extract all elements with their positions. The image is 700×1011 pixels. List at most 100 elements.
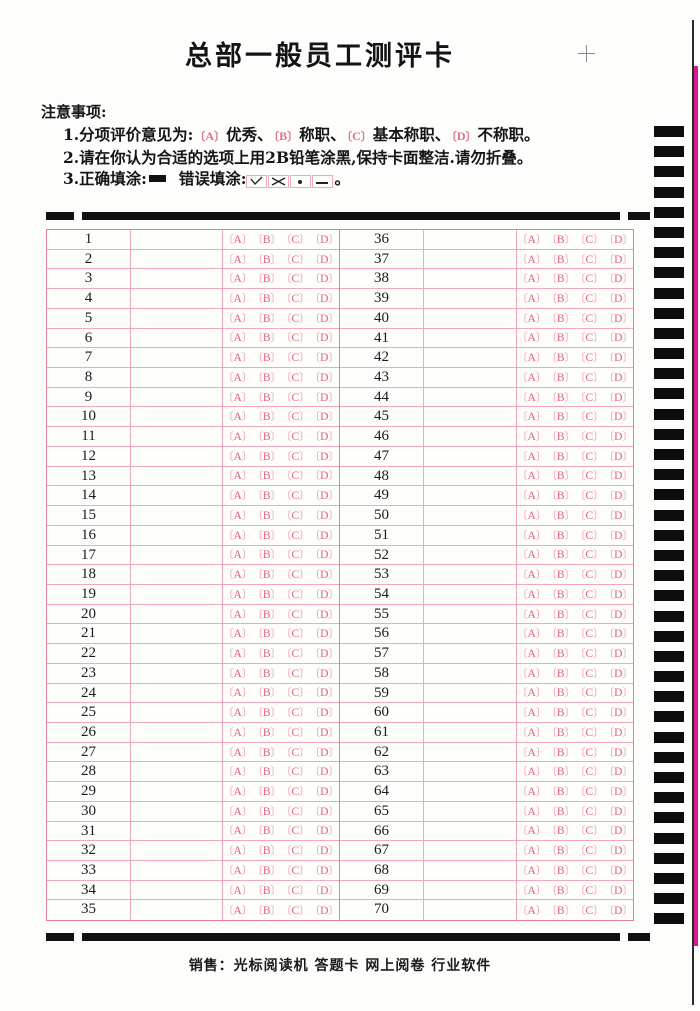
option-bubble-b[interactable]: 〔B〕	[252, 904, 281, 917]
option-bubble-b[interactable]: 〔B〕	[252, 667, 281, 680]
option-bubble-b[interactable]: 〔B〕	[546, 509, 575, 522]
option-bubble-b[interactable]: 〔B〕	[252, 470, 281, 483]
option-bubble-a[interactable]: 〔A〕	[517, 371, 547, 384]
answer-row[interactable]: 31 〔A〕 〔B〕 〔C〕 〔D〕	[47, 821, 339, 842]
option-bubble-a[interactable]: 〔A〕	[223, 785, 253, 798]
answer-row[interactable]: 57 〔A〕 〔B〕 〔C〕 〔D〕	[340, 644, 633, 664]
write-in-cell[interactable]	[131, 722, 223, 742]
option-bubble-b[interactable]: 〔B〕	[252, 805, 281, 818]
option-bubble-d[interactable]: 〔D〕	[309, 549, 339, 562]
option-bubble-d[interactable]: 〔D〕	[603, 293, 633, 306]
option-bubble-a[interactable]: 〔A〕	[223, 884, 253, 897]
option-bubble-c[interactable]: 〔C〕	[574, 864, 604, 877]
answer-row[interactable]: 69 〔A〕 〔B〕 〔C〕 〔D〕	[340, 880, 633, 901]
answer-row[interactable]: 22 〔A〕 〔B〕 〔C〕 〔D〕	[47, 644, 339, 664]
write-in-cell[interactable]	[424, 506, 517, 525]
option-bubble-c[interactable]: 〔C〕	[280, 312, 310, 325]
option-bubble-d[interactable]: 〔D〕	[309, 884, 339, 897]
option-bubble-b[interactable]: 〔B〕	[546, 647, 575, 660]
option-bubble-a[interactable]: 〔A〕	[517, 884, 547, 897]
option-bubble-d[interactable]: 〔D〕	[309, 864, 339, 877]
answer-row[interactable]: 20 〔A〕 〔B〕 〔C〕 〔D〕	[47, 604, 339, 625]
option-bubble-b[interactable]: 〔B〕	[252, 371, 281, 384]
option-bubble-c[interactable]: 〔C〕	[280, 667, 310, 680]
option-bubble-c[interactable]: 〔C〕	[574, 332, 604, 345]
option-bubble-d[interactable]: 〔D〕	[603, 766, 633, 779]
option-bubble-c[interactable]: 〔C〕	[280, 352, 310, 365]
option-bubble-d[interactable]: 〔D〕	[603, 273, 633, 286]
option-bubble-d[interactable]: 〔D〕	[603, 253, 633, 266]
option-bubble-c[interactable]: 〔C〕	[574, 450, 604, 463]
answer-row[interactable]: 4 〔A〕 〔B〕 〔C〕 〔D〕	[47, 289, 339, 309]
option-bubble-d[interactable]: 〔D〕	[603, 647, 633, 660]
write-in-cell[interactable]	[131, 861, 223, 880]
option-bubble-b[interactable]: 〔B〕	[546, 766, 575, 779]
option-bubble-c[interactable]: 〔C〕	[280, 233, 310, 246]
option-bubble-b[interactable]: 〔B〕	[252, 509, 281, 522]
option-bubble-c[interactable]: 〔C〕	[280, 647, 310, 660]
option-bubble-d[interactable]: 〔D〕	[309, 253, 339, 266]
option-bubble-a[interactable]: 〔A〕	[517, 608, 547, 621]
option-bubble-d[interactable]: 〔D〕	[309, 431, 339, 444]
answer-row[interactable]: 68 〔A〕 〔B〕 〔C〕 〔D〕	[340, 861, 633, 881]
option-bubble-b[interactable]: 〔B〕	[546, 253, 575, 266]
answer-row[interactable]: 67 〔A〕 〔B〕 〔C〕 〔D〕	[340, 841, 633, 861]
answer-row[interactable]: 41 〔A〕 〔B〕 〔C〕 〔D〕	[340, 328, 633, 349]
answer-row[interactable]: 32 〔A〕 〔B〕 〔C〕 〔D〕	[47, 841, 339, 861]
option-bubble-c[interactable]: 〔C〕	[280, 470, 310, 483]
write-in-cell[interactable]	[131, 801, 223, 821]
option-bubble-c[interactable]: 〔C〕	[280, 884, 310, 897]
option-bubble-d[interactable]: 〔D〕	[309, 805, 339, 818]
option-bubble-c[interactable]: 〔C〕	[280, 332, 310, 345]
option-bubble-a[interactable]: 〔A〕	[517, 509, 547, 522]
answer-row[interactable]: 17 〔A〕 〔B〕 〔C〕 〔D〕	[47, 545, 339, 566]
answer-row[interactable]: 40 〔A〕 〔B〕 〔C〕 〔D〕	[340, 308, 633, 329]
option-bubble-d[interactable]: 〔D〕	[309, 845, 339, 858]
option-bubble-d[interactable]: 〔D〕	[603, 726, 633, 739]
answer-row[interactable]: 51 〔A〕 〔B〕 〔C〕 〔D〕	[340, 525, 633, 546]
option-bubble-c[interactable]: 〔C〕	[574, 628, 604, 641]
write-in-cell[interactable]	[424, 584, 517, 604]
option-bubble-c[interactable]: 〔C〕	[280, 785, 310, 798]
option-bubble-a[interactable]: 〔A〕	[223, 687, 253, 700]
write-in-cell[interactable]	[131, 644, 223, 663]
write-in-cell[interactable]	[424, 683, 517, 703]
option-bubble-d[interactable]: 〔D〕	[309, 569, 339, 582]
option-bubble-a[interactable]: 〔A〕	[517, 490, 547, 503]
answer-row[interactable]: 33 〔A〕 〔B〕 〔C〕 〔D〕	[47, 861, 339, 881]
write-in-cell[interactable]	[424, 308, 517, 328]
answer-row[interactable]: 18 〔A〕 〔B〕 〔C〕 〔D〕	[47, 565, 339, 585]
option-bubble-a[interactable]: 〔A〕	[223, 805, 253, 818]
answer-row[interactable]: 9 〔A〕 〔B〕 〔C〕 〔D〕	[47, 387, 339, 408]
write-in-cell[interactable]	[424, 663, 517, 683]
option-bubble-d[interactable]: 〔D〕	[309, 667, 339, 680]
option-bubble-c[interactable]: 〔C〕	[574, 805, 604, 818]
write-in-cell[interactable]	[424, 900, 517, 921]
write-in-cell[interactable]	[131, 506, 223, 525]
option-bubble-c[interactable]: 〔C〕	[574, 785, 604, 798]
option-bubble-a[interactable]: 〔A〕	[517, 470, 547, 483]
option-bubble-a[interactable]: 〔A〕	[223, 726, 253, 739]
option-bubble-a[interactable]: 〔A〕	[223, 569, 253, 582]
answer-row[interactable]: 2 〔A〕 〔B〕 〔C〕 〔D〕	[47, 249, 339, 270]
option-bubble-d[interactable]: 〔D〕	[309, 825, 339, 838]
option-bubble-b[interactable]: 〔B〕	[252, 312, 281, 325]
option-bubble-d[interactable]: 〔D〕	[309, 785, 339, 798]
option-bubble-d[interactable]: 〔D〕	[603, 746, 633, 759]
option-bubble-c[interactable]: 〔C〕	[574, 687, 604, 700]
option-bubble-c[interactable]: 〔C〕	[574, 431, 604, 444]
option-bubble-c[interactable]: 〔C〕	[574, 371, 604, 384]
write-in-cell[interactable]	[424, 604, 517, 624]
option-bubble-b[interactable]: 〔B〕	[252, 490, 281, 503]
option-bubble-a[interactable]: 〔A〕	[517, 529, 547, 542]
answer-row[interactable]: 11 〔A〕 〔B〕 〔C〕 〔D〕	[47, 427, 339, 447]
answer-row[interactable]: 64 〔A〕 〔B〕 〔C〕 〔D〕	[340, 782, 633, 802]
option-bubble-a[interactable]: 〔A〕	[223, 549, 253, 562]
option-bubble-a[interactable]: 〔A〕	[223, 509, 253, 522]
write-in-cell[interactable]	[131, 683, 223, 703]
option-bubble-b[interactable]: 〔B〕	[546, 805, 575, 818]
write-in-cell[interactable]	[424, 289, 517, 308]
write-in-cell[interactable]	[424, 407, 517, 427]
answer-row[interactable]: 21 〔A〕 〔B〕 〔C〕 〔D〕	[47, 624, 339, 645]
write-in-cell[interactable]	[424, 782, 517, 801]
